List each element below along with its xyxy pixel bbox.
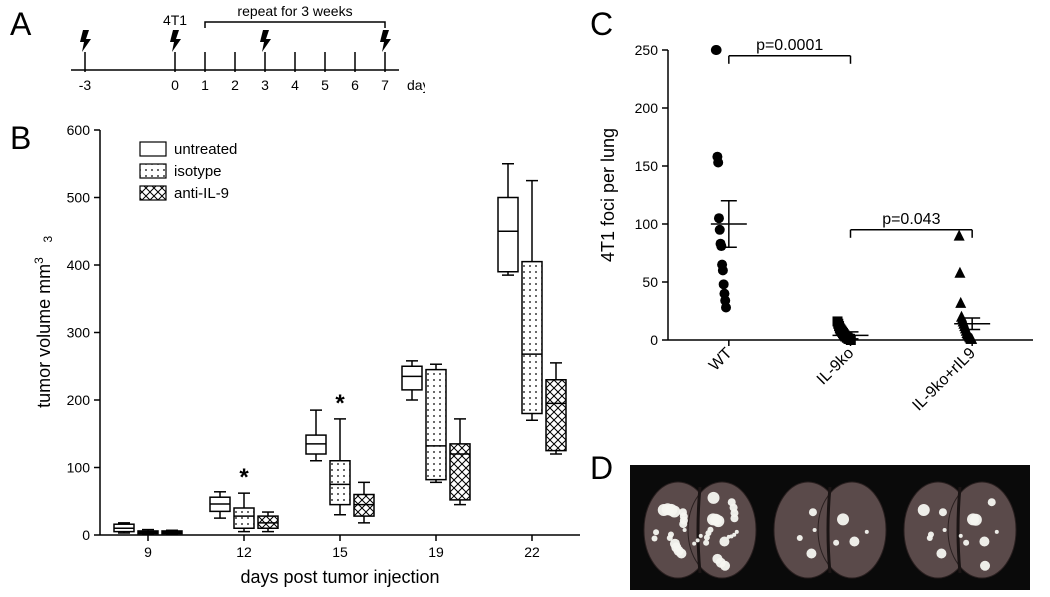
svg-text:0: 0: [82, 527, 90, 543]
svg-text:7: 7: [381, 77, 389, 93]
svg-text:2: 2: [231, 77, 239, 93]
svg-text:IL-9ko+rIL9: IL-9ko+rIL9: [909, 345, 979, 415]
svg-text:12: 12: [236, 544, 252, 560]
svg-text:repeat for 3 weeks: repeat for 3 weeks: [237, 3, 352, 19]
svg-text:5: 5: [321, 77, 329, 93]
svg-text:50: 50: [642, 274, 658, 290]
svg-text:p=0.043: p=0.043: [882, 211, 940, 228]
svg-text:isotype: isotype: [174, 163, 222, 180]
panel-d-label: D: [590, 450, 613, 487]
svg-text:22: 22: [524, 544, 540, 560]
svg-text:p=0.0001: p=0.0001: [756, 37, 823, 54]
svg-text:*: *: [239, 464, 249, 491]
panel-a-timeline: -3 0 1 2 3 4 5 6 7 4T1 days repeat for 3 weeks: [55, 0, 425, 120]
svg-text:4T1: 4T1: [163, 12, 187, 28]
svg-text:400: 400: [67, 257, 91, 273]
svg-text:WT: WT: [706, 345, 736, 375]
panel-d-lungs: [630, 465, 1030, 590]
svg-text:3: 3: [41, 236, 55, 243]
svg-text:0: 0: [171, 77, 179, 93]
svg-text:19: 19: [428, 544, 444, 560]
svg-text:4T1 foci per lung: 4T1 foci per lung: [598, 128, 618, 262]
svg-text:tumor volume mm3: tumor volume mm3: [32, 257, 54, 408]
svg-text:9: 9: [144, 544, 152, 560]
svg-text:anti-IL-9: anti-IL-9: [174, 185, 229, 202]
panel-b-label: B: [10, 120, 31, 157]
svg-text:4: 4: [291, 77, 299, 93]
svg-text:100: 100: [67, 460, 91, 476]
svg-text:days: days: [407, 77, 425, 93]
svg-text:100: 100: [635, 216, 659, 232]
svg-text:-3: -3: [79, 77, 92, 93]
svg-text:3: 3: [261, 77, 269, 93]
svg-text:untreated: untreated: [174, 141, 237, 158]
svg-text:300: 300: [67, 325, 91, 341]
svg-text:days post tumor injection: days post tumor injection: [240, 567, 439, 587]
svg-text:*: *: [335, 390, 345, 417]
svg-text:600: 600: [67, 122, 91, 138]
svg-text:500: 500: [67, 190, 91, 206]
svg-text:150: 150: [635, 158, 659, 174]
panel-c-scatter: 0 50 100 150 200 250 4T1 foci per lung WT IL-9ko…: [590, 10, 1045, 455]
panel-a-label: A: [10, 6, 31, 43]
svg-text:1: 1: [201, 77, 209, 93]
panel-b-boxplot: 0 100 200 300 400 500 600 9 12 * 15 * 19 22 3 days pos…: [30, 120, 590, 595]
svg-text:200: 200: [67, 392, 91, 408]
svg-text:250: 250: [635, 42, 659, 58]
svg-text:6: 6: [351, 77, 359, 93]
svg-text:15: 15: [332, 544, 348, 560]
svg-text:IL-9ko: IL-9ko: [814, 345, 858, 389]
svg-text:200: 200: [635, 100, 659, 116]
svg-text:0: 0: [650, 332, 658, 348]
